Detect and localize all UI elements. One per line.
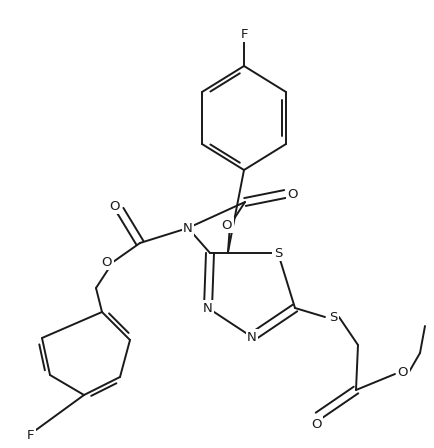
Text: F: F — [240, 27, 248, 40]
Text: O: O — [102, 255, 112, 268]
Text: O: O — [288, 188, 298, 201]
Text: O: O — [109, 199, 119, 212]
Text: O: O — [311, 418, 321, 431]
Text: F: F — [27, 428, 35, 441]
Text: O: O — [398, 366, 408, 379]
Text: N: N — [183, 221, 193, 234]
Text: N: N — [203, 302, 213, 314]
Text: N: N — [247, 331, 257, 344]
Text: S: S — [274, 246, 282, 259]
Text: O: O — [222, 219, 232, 232]
Text: S: S — [329, 310, 337, 323]
